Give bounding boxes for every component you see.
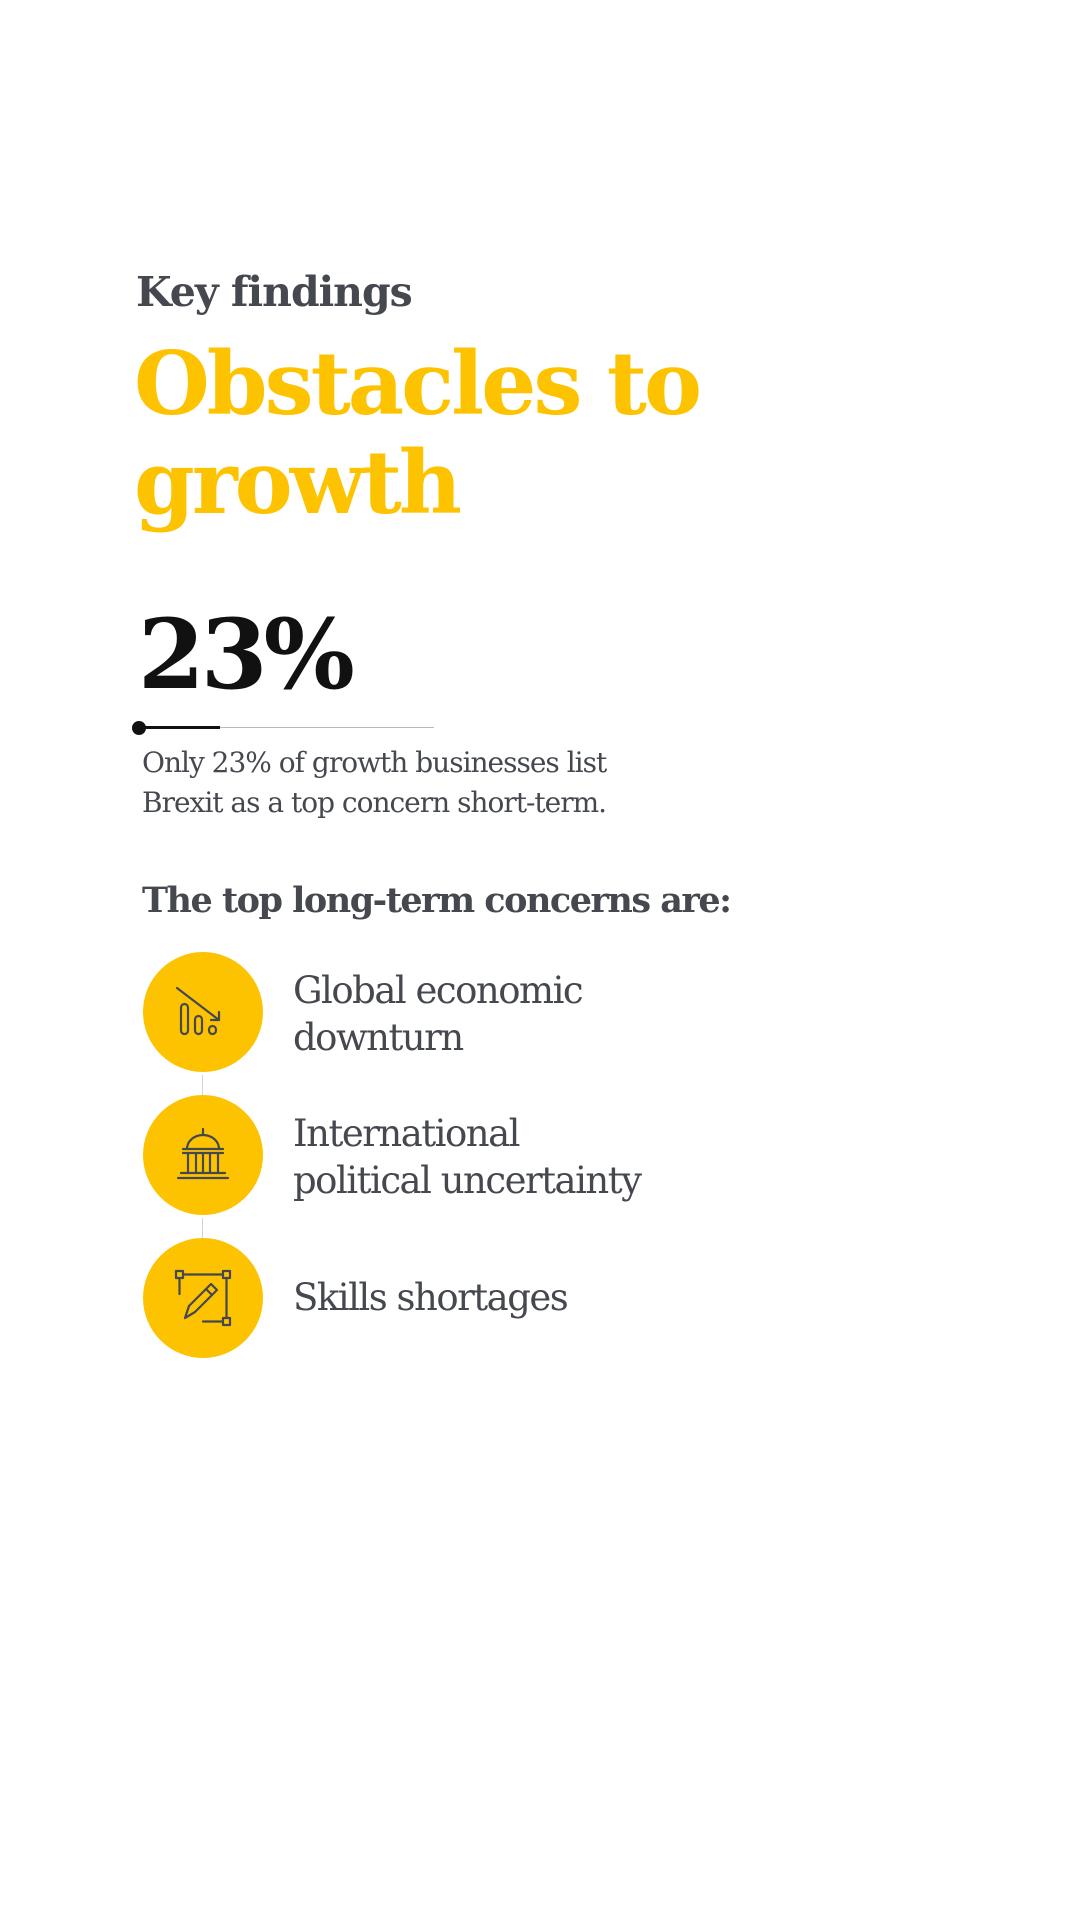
concern-connector [202, 1075, 203, 1099]
stat-description-line-1: Only 23% of growth businesses list [142, 746, 607, 779]
stat-progress-track [138, 727, 434, 728]
design-pencil-icon [174, 1269, 232, 1327]
concern-label-line-1: International [293, 1112, 521, 1155]
declining-chart-icon [175, 986, 221, 1036]
concern-label: Skills shortages [293, 1274, 853, 1321]
concern-label-line-2: political uncertainty [293, 1159, 642, 1202]
concern-icon-circle [143, 1238, 263, 1358]
stat-progress-fill [138, 726, 220, 729]
stat-progress-dot [132, 721, 146, 735]
government-building-icon [176, 1127, 230, 1180]
stat-progress-bar [132, 720, 434, 736]
stat-value: 23% [138, 598, 355, 711]
section-kicker: Key findings [136, 268, 413, 316]
concern-icon-circle [143, 1095, 263, 1215]
concern-connector [202, 1218, 203, 1242]
concern-label-line-1: Skills shortages [293, 1276, 569, 1319]
concern-label: Global economic downturn [293, 967, 853, 1061]
concern-label: International political uncertainty [293, 1110, 853, 1204]
concerns-heading: The top long-term concerns are: [142, 880, 732, 921]
concern-icon-circle [143, 952, 263, 1072]
page-title-line-1: Obstacles to [134, 332, 702, 435]
stat-description-line-2: Brexit as a top concern short-term. [142, 786, 607, 819]
concern-label-line-2: downturn [293, 1016, 464, 1059]
concern-label-line-1: Global economic [293, 969, 584, 1012]
page-title: Obstacles to growth [134, 332, 702, 534]
stat-description: Only 23% of growth businesses list Brexi… [142, 743, 662, 823]
page-title-line-2: growth [134, 431, 462, 534]
